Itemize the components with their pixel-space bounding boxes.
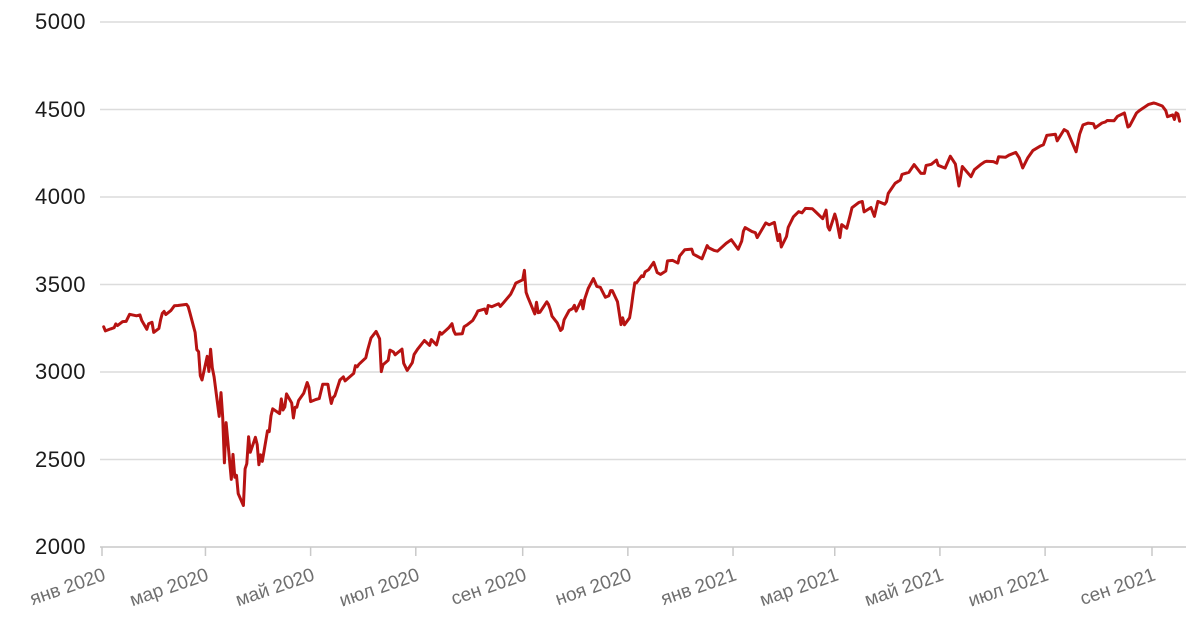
price-line (102, 101, 1182, 507)
y-axis-label: 4500 (35, 96, 86, 122)
y-axis-label: 2500 (35, 446, 86, 472)
y-axis-label: 3000 (35, 359, 86, 384)
y-axis-label: 5000 (35, 9, 86, 34)
y-axis-label: 4000 (35, 184, 86, 209)
y-axis-label: 2000 (35, 534, 86, 559)
y-axis-label: 3500 (35, 271, 86, 297)
